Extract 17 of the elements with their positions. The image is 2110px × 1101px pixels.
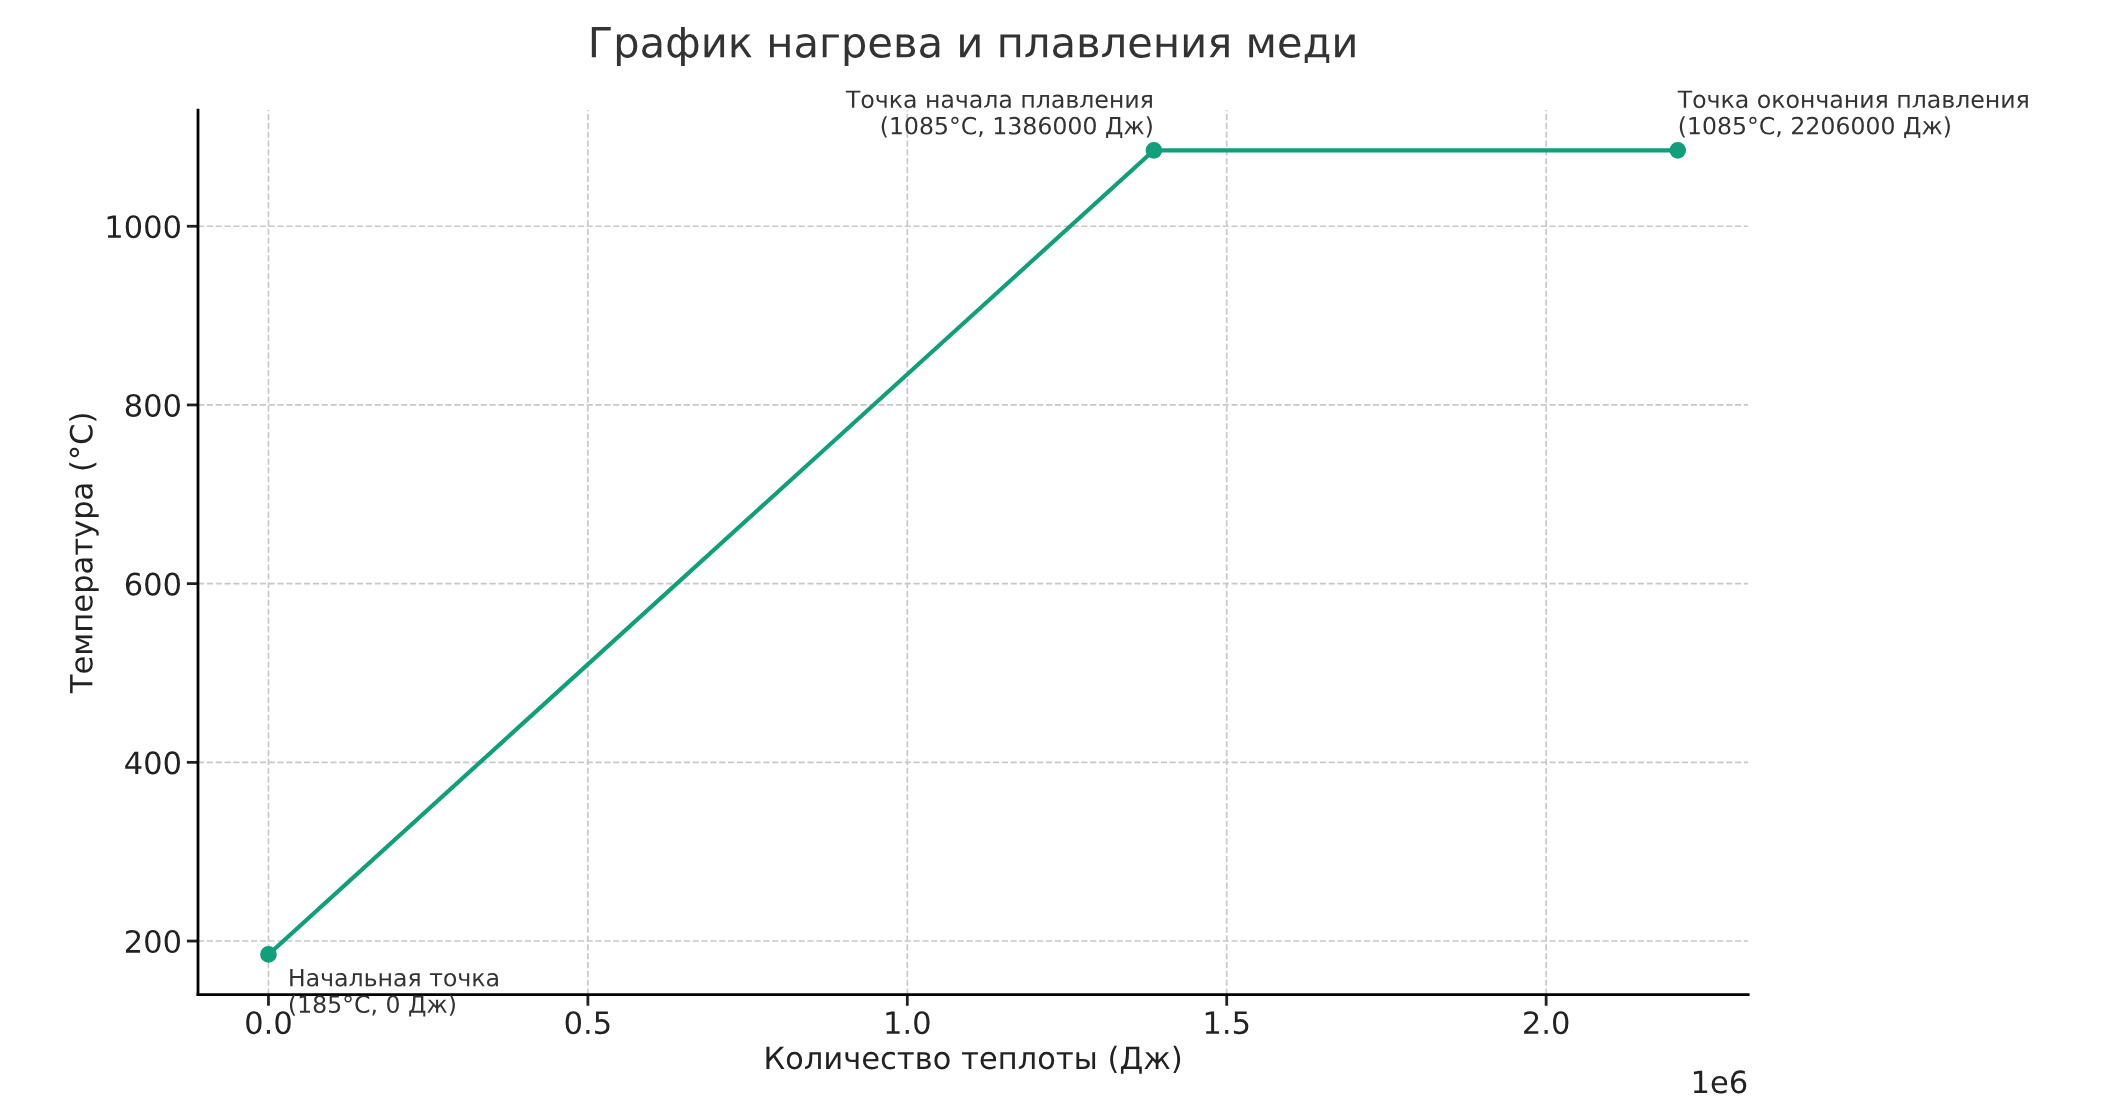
y-tick-label: 200 [125,929,180,954]
y-tick-label: 1000 [107,215,180,239]
text: 1e6 [1693,1070,1747,1094]
y-tick-label: 600 [125,572,180,596]
x-axis-title: Количество теплоты (Дж) [766,1045,1181,1074]
x-tick-label: 1.0 [886,1011,930,1035]
y-tick-label: 800 [125,393,180,417]
x-tick-label: 0.5 [565,1011,610,1035]
x-tick-label: 0.0 [246,1011,291,1035]
annotation: Точка начала плавления (1085°C, 1386000 Дж) [845,90,1152,138]
annotation: Начальная точка (185°C, 0 Дж) [289,969,498,1017]
y-tick-label: 400 [125,751,180,775]
annotation: Точка окончания плавления (1085°C, 2206000 Дж) [1677,90,2028,138]
y-axis-title: Температура (°C) [69,414,99,694]
chart-title: График нагрева и плавления меди [591,26,1355,66]
x-tick-label: 1.5 [1205,1011,1249,1035]
x-tick-label: 2.0 [1524,1011,1569,1035]
